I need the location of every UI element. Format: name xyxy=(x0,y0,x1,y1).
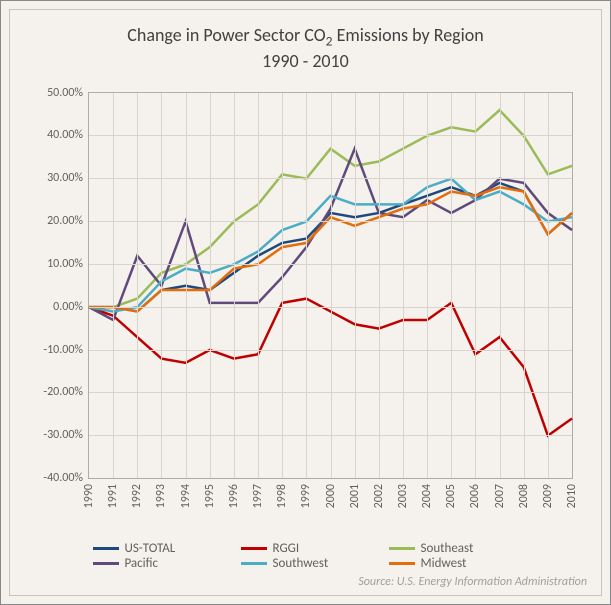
x-axis-label: 2000 xyxy=(324,484,338,508)
legend-item: Midwest xyxy=(389,556,519,571)
grid-line-v xyxy=(451,93,452,478)
legend-swatch xyxy=(93,562,119,565)
x-axis-label: 2006 xyxy=(468,484,482,508)
legend-swatch xyxy=(241,562,267,565)
y-axis-label: 40.00% xyxy=(47,128,83,142)
x-axis-label: 1990 xyxy=(82,484,96,508)
x-axis-label: 2009 xyxy=(541,484,555,508)
y-axis-label: 10.00% xyxy=(47,257,83,271)
x-axis-label: 2007 xyxy=(493,484,507,508)
x-axis-label: 2002 xyxy=(372,484,386,508)
y-axis-label: 0.00% xyxy=(53,300,83,314)
legend-item: US-TOTAL xyxy=(93,541,223,556)
legend-swatch xyxy=(389,562,415,565)
y-axis-label: -30.00% xyxy=(43,428,83,442)
legend-item: RGGI xyxy=(241,541,371,556)
x-axis-label: 1999 xyxy=(299,484,313,508)
grid-line-v xyxy=(282,93,283,478)
grid-line-v xyxy=(500,93,501,478)
x-axis-label: 1994 xyxy=(179,484,193,508)
chart-container: Change in Power Sector CO2 Emissions by … xyxy=(0,0,611,605)
legend-label: US-TOTAL xyxy=(125,541,176,556)
plot-wrapper: -40.00% -30.00% -20.00% -10.00% 0.00% 10.00% 2… xyxy=(18,84,581,535)
y-axis-label: -40.00% xyxy=(43,471,83,485)
legend-label: Midwest xyxy=(421,556,467,571)
y-axis-label: 30.00% xyxy=(47,171,83,185)
legend-swatch xyxy=(389,547,415,550)
grid-line-v xyxy=(403,93,404,478)
legend-label: Pacific xyxy=(125,556,159,571)
x-axis-label: 2001 xyxy=(348,484,362,508)
grid-line-v xyxy=(258,93,259,478)
x-axis-label: 2004 xyxy=(420,484,434,508)
grid-line-v xyxy=(548,93,549,478)
x-axis-label: 1991 xyxy=(106,484,120,508)
legend-item: Pacific xyxy=(93,556,223,571)
grid-line-v xyxy=(137,93,138,478)
plot-area: -40.00%-30.00%-20.00%-10.00%0.00%10.00%2… xyxy=(88,92,573,479)
grid-line-v xyxy=(427,93,428,478)
x-axis-label: 2010 xyxy=(565,484,579,508)
legend-item: Southeast xyxy=(389,541,519,556)
chart-inner: Change in Power Sector CO2 Emissions by … xyxy=(9,9,602,596)
x-axis-label: 1995 xyxy=(203,484,217,508)
x-axis-label: 1998 xyxy=(275,484,289,508)
grid-line-v xyxy=(475,93,476,478)
grid-line-v xyxy=(161,93,162,478)
x-axis-label: 1996 xyxy=(227,484,241,508)
grid-line-v xyxy=(331,93,332,478)
x-axis-label: 2008 xyxy=(517,484,531,508)
legend-label: Southeast xyxy=(421,541,474,556)
grid-line-v xyxy=(186,93,187,478)
grid-line-v xyxy=(306,93,307,478)
grid-line-v xyxy=(234,93,235,478)
grid-line-v xyxy=(379,93,380,478)
y-axis-label: 20.00% xyxy=(47,214,83,228)
legend: US-TOTAL RGGI Southeast Pacific Southwest Mid… xyxy=(10,539,601,575)
legend-item: Southwest xyxy=(241,556,371,571)
grid-line-v xyxy=(524,93,525,478)
legend-swatch xyxy=(241,547,267,550)
x-axis-label: 1993 xyxy=(154,484,168,508)
y-axis-label: -10.00% xyxy=(43,343,83,357)
legend-swatch xyxy=(93,547,119,550)
grid-line-v xyxy=(113,93,114,478)
y-axis-label: -20.00% xyxy=(43,385,83,399)
title-line-1: Change in Power Sector CO2 Emissions by … xyxy=(127,24,483,46)
legend-label: Southwest xyxy=(273,556,329,571)
chart-title: Change in Power Sector CO2 Emissions by … xyxy=(10,10,601,80)
legend-label: RGGI xyxy=(273,541,300,556)
y-axis-label: 50.00% xyxy=(47,86,83,100)
grid-line-v xyxy=(210,93,211,478)
x-axis-label: 2003 xyxy=(396,484,410,508)
x-axis-label: 1992 xyxy=(130,484,144,508)
x-axis-label: 1997 xyxy=(251,484,265,508)
grid-line-v xyxy=(355,93,356,478)
source-text: Source: U.S. Energy Information Administ… xyxy=(10,575,601,595)
title-line-2: 1990 - 2010 xyxy=(262,50,349,72)
x-axis-label: 2005 xyxy=(444,484,458,508)
